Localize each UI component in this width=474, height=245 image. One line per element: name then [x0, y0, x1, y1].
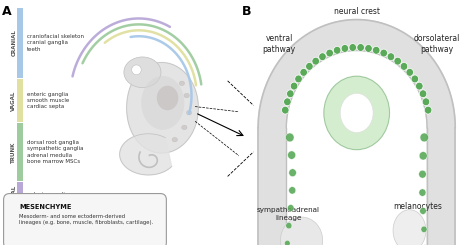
Text: TRUNK: TRUNK: [11, 141, 17, 163]
Text: MESENCHYME: MESENCHYME: [19, 204, 72, 210]
Ellipse shape: [141, 76, 184, 130]
Circle shape: [380, 49, 387, 57]
Text: Mesoderm- and some ectoderm-derived
lineages (e.g. bone, muscle, fibroblasts, ca: Mesoderm- and some ectoderm-derived line…: [19, 214, 154, 225]
Text: sympathoadrenal
lineage: sympathoadrenal lineage: [257, 207, 320, 221]
Ellipse shape: [179, 81, 184, 86]
Circle shape: [283, 98, 291, 106]
Text: VAGAL: VAGAL: [11, 90, 17, 111]
Circle shape: [306, 62, 313, 70]
Text: ventral
pathway: ventral pathway: [263, 34, 296, 54]
Circle shape: [312, 57, 319, 65]
Circle shape: [406, 68, 413, 76]
Circle shape: [326, 49, 333, 57]
Ellipse shape: [186, 110, 192, 115]
Ellipse shape: [124, 57, 161, 87]
Circle shape: [357, 44, 365, 51]
Circle shape: [287, 205, 294, 211]
Bar: [17, 182, 23, 212]
Text: dorsolateral
pathway: dorsolateral pathway: [413, 34, 460, 54]
Ellipse shape: [340, 93, 373, 133]
Ellipse shape: [184, 93, 189, 98]
Circle shape: [286, 222, 292, 229]
Text: melanocytes: melanocytes: [393, 202, 442, 211]
Circle shape: [419, 90, 427, 98]
Text: craniofacial skeleton
cranial ganglia
teeth: craniofacial skeleton cranial ganglia te…: [27, 34, 84, 52]
FancyBboxPatch shape: [4, 194, 166, 245]
Circle shape: [295, 75, 302, 83]
Text: B: B: [242, 5, 251, 18]
Circle shape: [286, 133, 294, 142]
Circle shape: [287, 90, 294, 98]
Text: enteric ganglia
sympathetic ganglia: enteric ganglia sympathetic ganglia: [27, 192, 83, 203]
Circle shape: [290, 82, 298, 90]
Circle shape: [284, 240, 290, 245]
Circle shape: [373, 46, 380, 54]
Circle shape: [419, 189, 426, 196]
Circle shape: [419, 208, 426, 214]
Circle shape: [289, 169, 296, 177]
Circle shape: [289, 187, 296, 194]
Circle shape: [394, 57, 401, 65]
Circle shape: [349, 44, 356, 51]
Polygon shape: [127, 62, 198, 153]
Text: dorsal root ganglia
sympathetic ganglia
adrenal medulla
bone marrow MSCs: dorsal root ganglia sympathetic ganglia …: [27, 140, 83, 164]
Circle shape: [421, 226, 427, 233]
Ellipse shape: [324, 76, 390, 150]
Ellipse shape: [281, 217, 323, 245]
Circle shape: [400, 62, 408, 70]
Bar: [17, 8, 23, 78]
Circle shape: [424, 106, 432, 114]
Circle shape: [333, 46, 341, 54]
Text: SACRAL: SACRAL: [11, 185, 17, 209]
Circle shape: [319, 53, 326, 61]
Text: A: A: [2, 5, 12, 18]
Text: CRANIAL: CRANIAL: [11, 29, 17, 56]
Polygon shape: [120, 134, 172, 175]
Circle shape: [341, 45, 348, 52]
Circle shape: [288, 151, 296, 159]
Circle shape: [300, 68, 308, 76]
Circle shape: [365, 45, 372, 52]
Polygon shape: [258, 20, 455, 245]
Circle shape: [387, 53, 395, 61]
Text: neural crest: neural crest: [334, 7, 380, 16]
Ellipse shape: [182, 125, 187, 130]
Circle shape: [420, 133, 428, 142]
Ellipse shape: [157, 86, 178, 110]
Circle shape: [419, 152, 427, 160]
Bar: [17, 79, 23, 122]
Circle shape: [282, 106, 289, 114]
Circle shape: [416, 82, 423, 90]
Ellipse shape: [393, 210, 426, 245]
Text: enteric ganglia
smooth muscle
cardiac septa: enteric ganglia smooth muscle cardiac se…: [27, 92, 69, 109]
Circle shape: [132, 65, 141, 75]
Circle shape: [419, 170, 426, 178]
Circle shape: [422, 98, 430, 106]
Circle shape: [411, 75, 419, 83]
Ellipse shape: [172, 137, 177, 142]
Bar: [17, 123, 23, 181]
